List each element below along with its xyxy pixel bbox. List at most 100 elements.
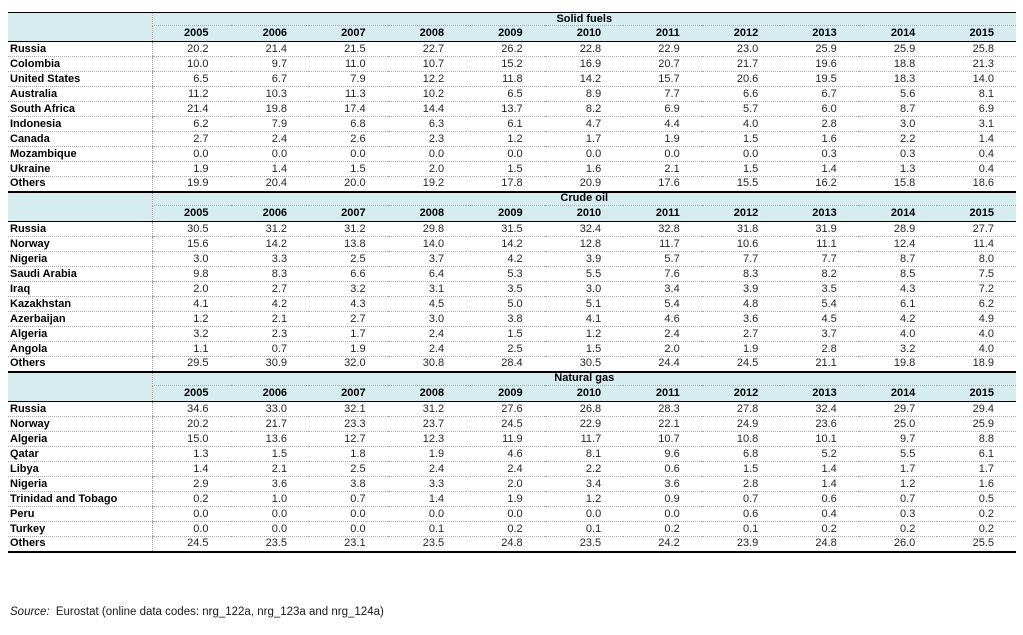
value-cell: 8.0 <box>937 251 1016 267</box>
value-cell: 1.4 <box>937 131 1016 147</box>
value-cell: 2.7 <box>230 281 310 297</box>
value-cell: 23.3 <box>309 416 388 432</box>
value-cell: 12.7 <box>309 431 388 447</box>
row-label: South Africa <box>8 101 152 117</box>
year-header: 2009 <box>466 25 545 42</box>
row-label: Nigeria <box>8 476 152 492</box>
value-cell: 23.6 <box>780 416 859 432</box>
table-row: Algeria 15.0 13.6 12.7 12.3 11.9 11.7 10.7 10.8 1… <box>8 431 1016 447</box>
year-header: 2014 <box>858 205 938 222</box>
value-cell: 11.1 <box>780 236 859 252</box>
year-header: 2012 <box>701 25 781 42</box>
value-cell: 0.0 <box>387 506 467 522</box>
value-cell: 26.2 <box>466 41 545 57</box>
year-header: 2011 <box>623 205 702 222</box>
value-cell: 32.4 <box>544 221 624 237</box>
table-row: Australia 11.2 10.3 11.3 10.2 6.5 8.9 7.7 6.6 6.7… <box>8 86 1016 102</box>
row-label: Norway <box>8 416 152 432</box>
value-cell: 24.8 <box>466 536 545 553</box>
value-cell: 20.2 <box>151 41 231 57</box>
value-cell: 31.2 <box>230 221 310 237</box>
year-header: 2008 <box>387 25 467 42</box>
value-cell: 21.5 <box>309 41 388 57</box>
value-cell: 3.7 <box>387 251 467 267</box>
value-cell: 3.0 <box>151 251 231 267</box>
table-row: Mozambique 0.0 0.0 0.0 0.0 0.0 0.0 0.0 0.0 0.3 0.3… <box>8 146 1016 162</box>
value-cell: 31.2 <box>309 221 388 237</box>
value-cell: 3.3 <box>230 251 310 267</box>
row-label: Angola <box>8 341 152 357</box>
value-cell: 4.3 <box>309 296 388 312</box>
year-header: 2015 <box>937 205 1016 222</box>
value-cell: 30.5 <box>151 221 231 237</box>
value-cell: 5.1 <box>544 296 624 312</box>
year-header: 2006 <box>230 385 310 402</box>
value-cell: 19.5 <box>780 71 859 87</box>
value-cell: 0.0 <box>387 146 467 162</box>
value-cell: 31.9 <box>780 221 859 237</box>
value-cell: 0.0 <box>230 146 310 162</box>
section-title: Natural gas <box>151 372 1016 386</box>
value-cell: 15.7 <box>623 71 702 87</box>
table-row: Algeria 3.2 2.3 1.7 2.4 1.5 1.2 2.4 2.7 3.7 4.0 4.0 <box>8 326 1016 342</box>
value-cell: 6.5 <box>466 86 545 102</box>
value-cell: 15.6 <box>151 236 231 252</box>
table-row: South Africa 21.4 19.8 17.4 14.4 13.7 8.2 6.9 5.… <box>8 101 1016 117</box>
value-cell: 2.4 <box>387 461 467 477</box>
value-cell: 5.6 <box>858 86 938 102</box>
value-cell: 8.7 <box>858 101 938 117</box>
table-row: Norway 15.6 14.2 13.8 14.0 14.2 12.8 11.7 10.6 11… <box>8 236 1016 252</box>
value-cell: 28.3 <box>623 401 702 417</box>
value-cell: 17.4 <box>309 101 388 117</box>
row-label: Qatar <box>8 446 152 462</box>
value-cell: 13.7 <box>466 101 545 117</box>
year-header: 2011 <box>623 25 702 42</box>
value-cell: 4.2 <box>858 311 938 327</box>
value-cell: 20.2 <box>151 416 231 432</box>
value-cell: 0.0 <box>544 506 624 522</box>
value-cell: 1.4 <box>780 461 859 477</box>
value-cell: 1.5 <box>701 161 781 177</box>
table-row: Libya 1.4 2.1 2.5 2.4 2.4 2.2 0.6 1.5 1.4 1.7 1.7 <box>8 461 1016 477</box>
value-cell: 19.9 <box>151 176 231 193</box>
value-cell: 7.2 <box>937 281 1016 297</box>
value-cell: 0.2 <box>858 521 938 537</box>
row-label: Ukraine <box>8 161 152 177</box>
value-cell: 0.0 <box>309 506 388 522</box>
table-row: Others 29.5 30.9 32.0 30.8 28.4 30.5 24.4 24.5 21… <box>8 356 1016 373</box>
value-cell: 2.5 <box>466 341 545 357</box>
value-cell: 3.0 <box>544 281 624 297</box>
value-cell: 1.8 <box>309 446 388 462</box>
section-table-solid-fuels: Solid fuels 2005 2006 2007 2008 2009 2010 2011 2… <box>8 12 1016 193</box>
value-cell: 0.4 <box>780 506 859 522</box>
value-cell: 3.1 <box>937 116 1016 132</box>
table-row: Canada 2.7 2.4 2.6 2.3 1.2 1.7 1.9 1.5 1.6 2.2 1.4 <box>8 131 1016 147</box>
value-cell: 27.8 <box>701 401 781 417</box>
value-cell: 2.1 <box>230 461 310 477</box>
value-cell: 2.5 <box>309 461 388 477</box>
value-cell: 5.5 <box>858 446 938 462</box>
year-header: 2010 <box>544 25 624 42</box>
value-cell: 2.8 <box>780 341 859 357</box>
year-header: 2008 <box>387 385 467 402</box>
value-cell: 31.5 <box>466 221 545 237</box>
value-cell: 5.3 <box>466 266 545 282</box>
value-cell: 0.0 <box>151 521 231 537</box>
value-cell: 20.0 <box>309 176 388 193</box>
value-cell: 6.1 <box>937 446 1016 462</box>
value-cell: 24.5 <box>701 356 781 373</box>
value-cell: 4.5 <box>780 311 859 327</box>
row-label: Russia <box>8 221 152 237</box>
value-cell: 22.9 <box>544 416 624 432</box>
value-cell: 19.8 <box>230 101 310 117</box>
value-cell: 11.4 <box>937 236 1016 252</box>
value-cell: 10.7 <box>387 56 467 72</box>
value-cell: 8.3 <box>230 266 310 282</box>
value-cell: 1.2 <box>466 131 545 147</box>
value-cell: 3.6 <box>701 311 781 327</box>
year-header: 2015 <box>937 25 1016 42</box>
value-cell: 0.7 <box>230 341 310 357</box>
value-cell: 5.5 <box>544 266 624 282</box>
value-cell: 12.8 <box>544 236 624 252</box>
value-cell: 3.8 <box>309 476 388 492</box>
